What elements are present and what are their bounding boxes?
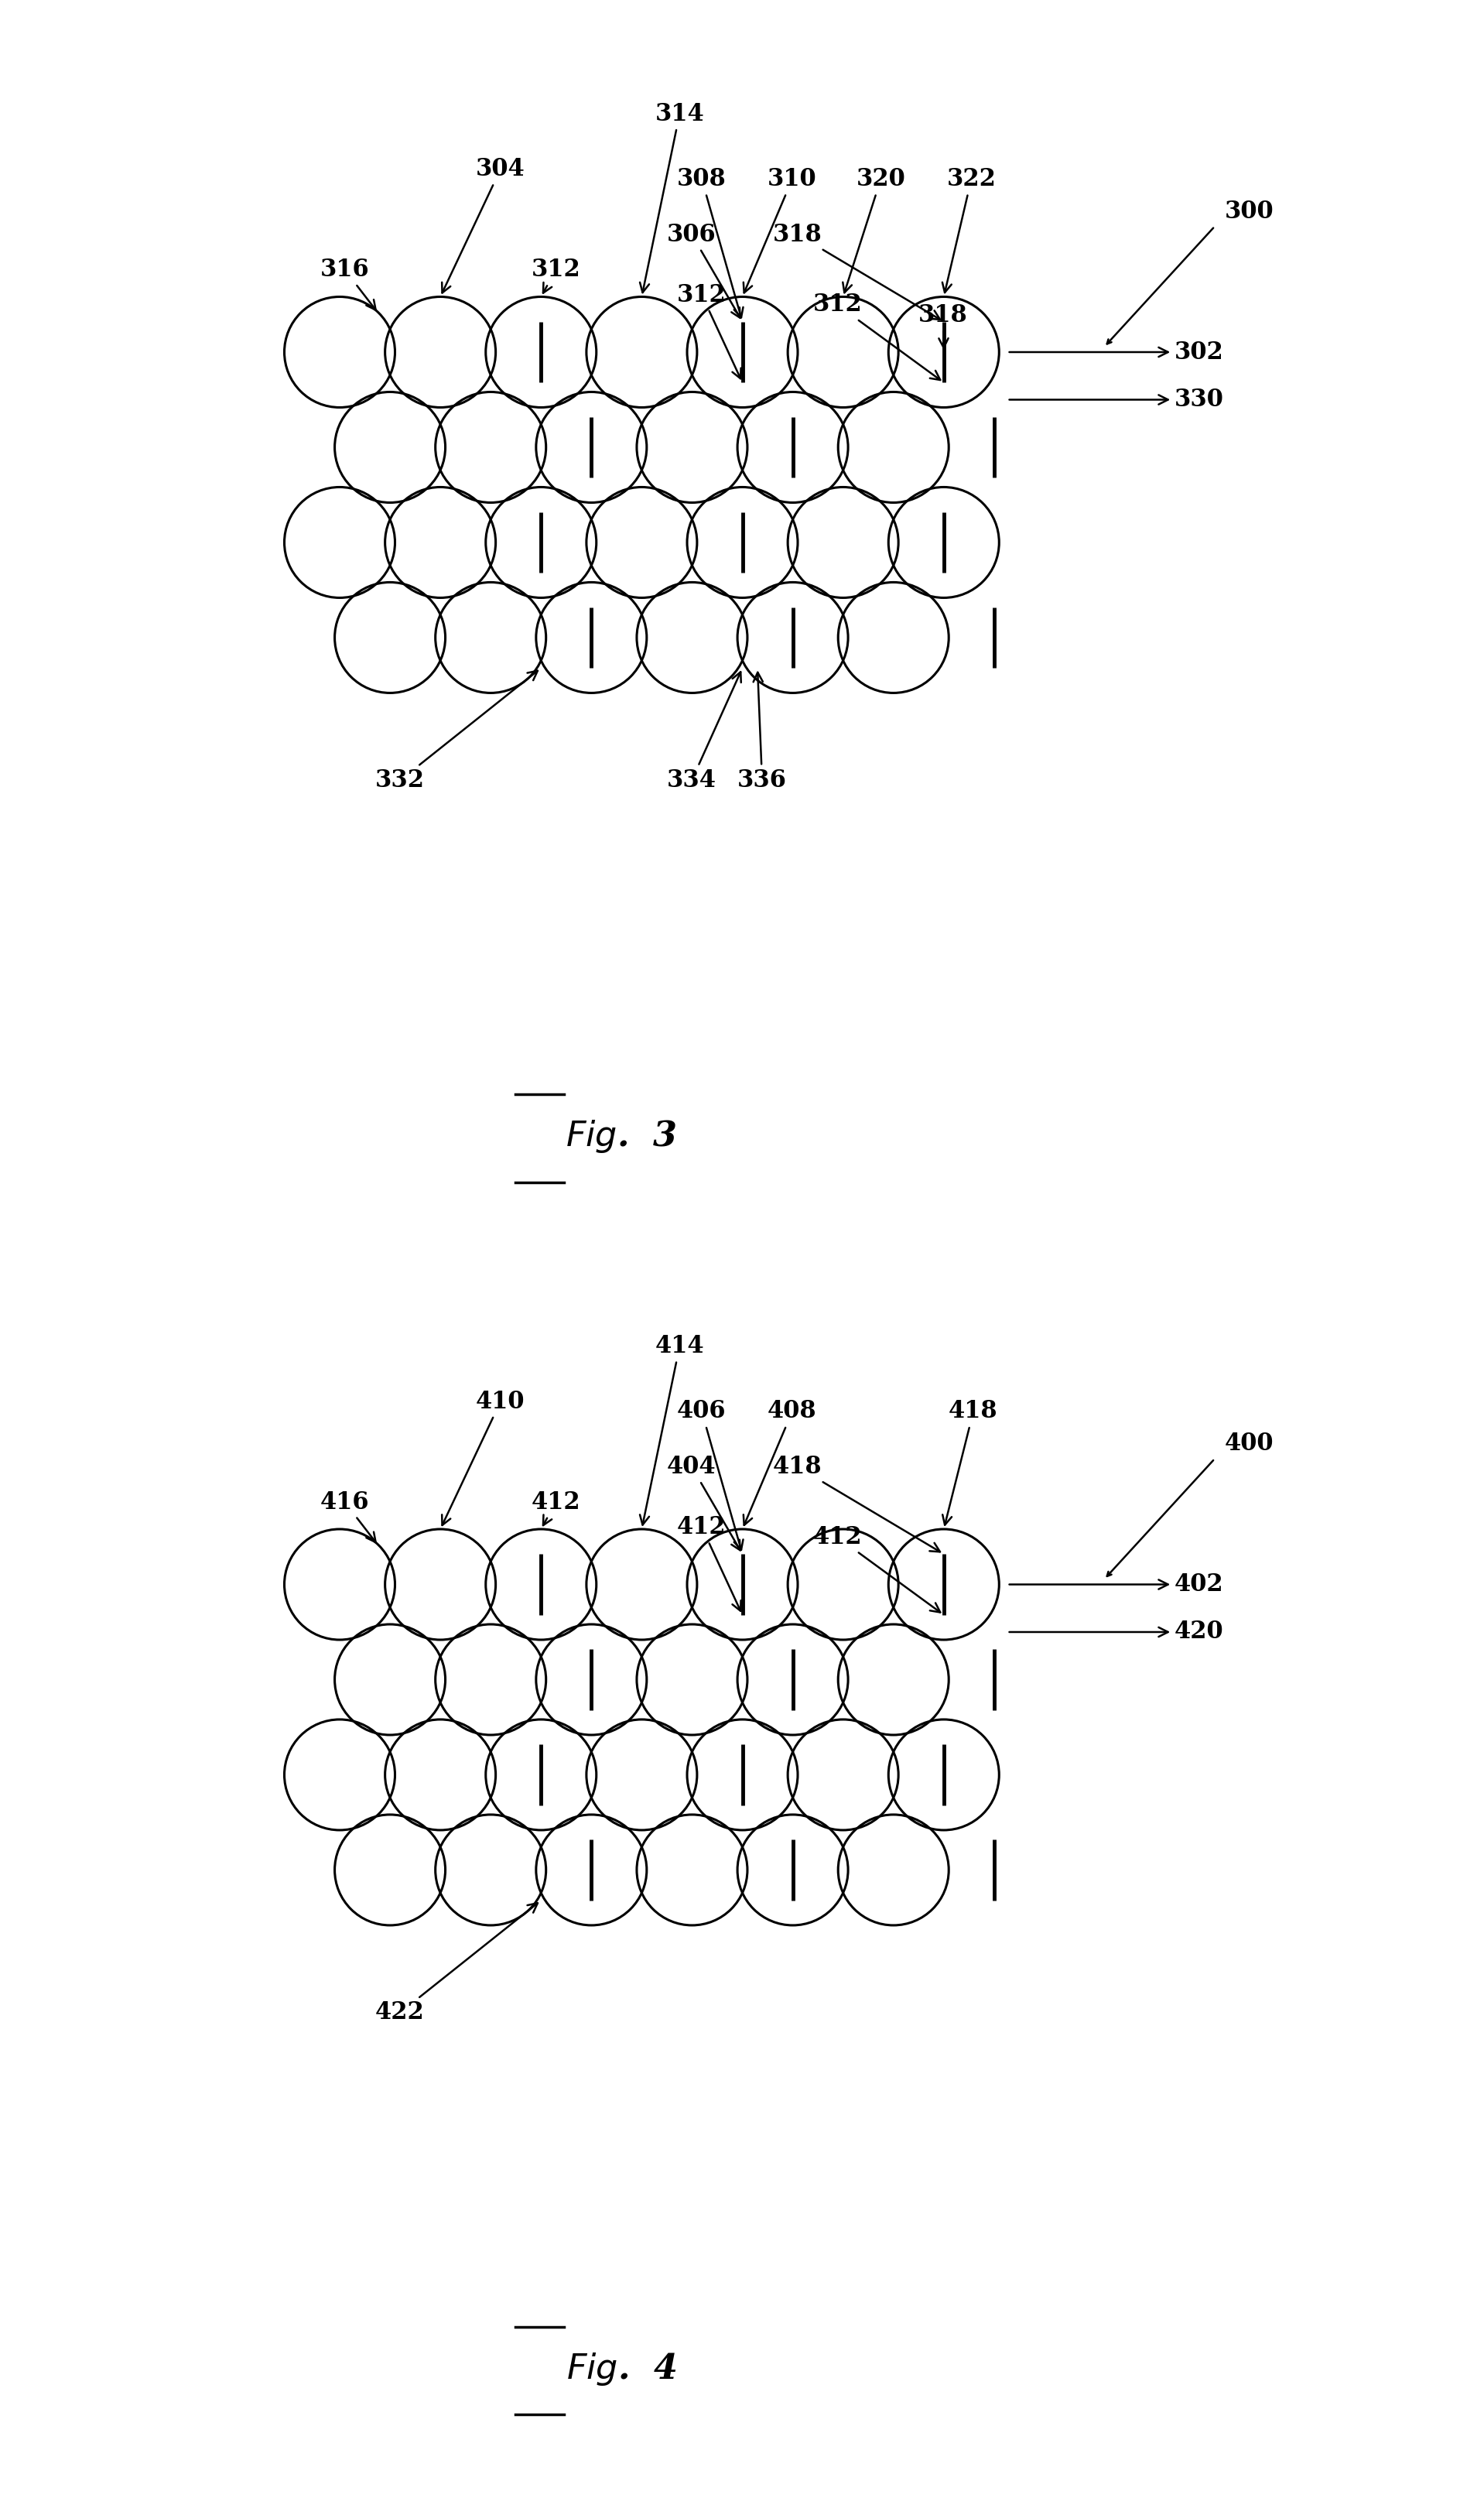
Text: 408: 408 bbox=[743, 1398, 816, 1524]
Text: 404: 404 bbox=[668, 1454, 741, 1549]
Text: 412: 412 bbox=[531, 1489, 580, 1524]
Text: 418: 418 bbox=[942, 1398, 997, 1524]
Text: 314: 314 bbox=[640, 101, 705, 292]
Text: 420: 420 bbox=[1009, 1620, 1224, 1645]
Text: 412: 412 bbox=[813, 1524, 941, 1612]
Text: 320: 320 bbox=[843, 166, 905, 292]
Text: 300: 300 bbox=[1224, 199, 1275, 224]
Text: 418: 418 bbox=[773, 1454, 939, 1552]
Text: 414: 414 bbox=[640, 1333, 705, 1524]
Text: 332: 332 bbox=[375, 672, 537, 792]
Text: 312: 312 bbox=[677, 282, 741, 380]
Text: $\mathit{Fig}$.  4: $\mathit{Fig}$. 4 bbox=[565, 2352, 677, 2387]
Text: 308: 308 bbox=[677, 166, 743, 317]
Text: 316: 316 bbox=[321, 257, 375, 309]
Text: 412: 412 bbox=[677, 1514, 741, 1612]
Text: 310: 310 bbox=[743, 166, 816, 292]
Text: 306: 306 bbox=[668, 221, 741, 317]
Text: 422: 422 bbox=[375, 1904, 537, 2025]
Text: 406: 406 bbox=[677, 1398, 743, 1549]
Text: 312: 312 bbox=[531, 257, 580, 292]
Text: 318: 318 bbox=[773, 221, 939, 319]
Text: 318: 318 bbox=[919, 302, 968, 347]
Text: 322: 322 bbox=[942, 166, 996, 292]
Text: 302: 302 bbox=[1009, 340, 1224, 365]
Text: 416: 416 bbox=[321, 1489, 375, 1542]
Text: 400: 400 bbox=[1224, 1431, 1273, 1456]
Text: 410: 410 bbox=[442, 1388, 525, 1524]
Text: 330: 330 bbox=[1009, 387, 1224, 412]
Text: $\mathit{Fig}$.  3: $\mathit{Fig}$. 3 bbox=[565, 1119, 677, 1154]
Text: 336: 336 bbox=[738, 672, 787, 792]
Text: 304: 304 bbox=[442, 156, 525, 292]
Text: 312: 312 bbox=[813, 292, 941, 380]
Text: 334: 334 bbox=[666, 672, 741, 792]
Text: 402: 402 bbox=[1009, 1572, 1224, 1597]
